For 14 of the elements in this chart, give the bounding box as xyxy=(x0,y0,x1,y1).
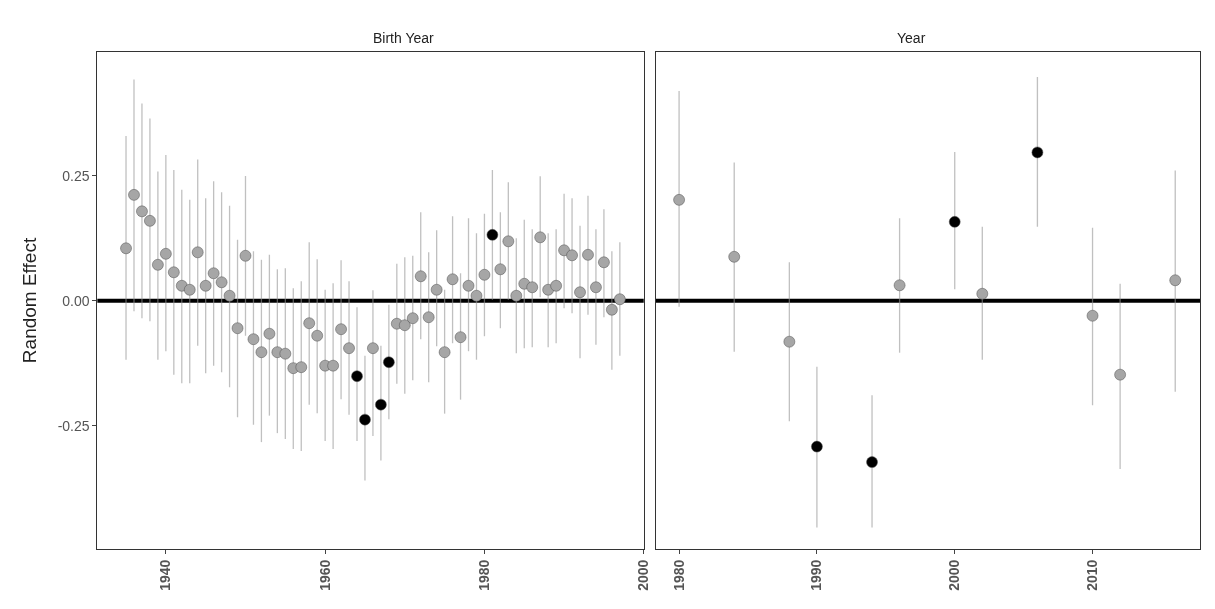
x-tick-label: 1960 xyxy=(316,559,333,591)
x-tick-label: 1990 xyxy=(808,559,825,591)
y-tick-label: 0.25 xyxy=(62,167,90,184)
y-axis-title: Random Effect xyxy=(19,237,41,364)
chart-title: Year xyxy=(897,30,926,46)
chart-title: Birth Year xyxy=(373,30,435,46)
x-tick-label: 2000 xyxy=(635,559,652,591)
y-tick-label: -0.25 xyxy=(57,417,90,434)
x-tick-label: 2010 xyxy=(1084,559,1101,591)
y-tick-label: 0.00 xyxy=(62,292,90,309)
x-tick-label: 1980 xyxy=(475,559,492,591)
x-tick-label: 1980 xyxy=(670,559,687,591)
x-tick-label: 1940 xyxy=(157,559,174,591)
x-tick-label: 2000 xyxy=(946,559,963,591)
